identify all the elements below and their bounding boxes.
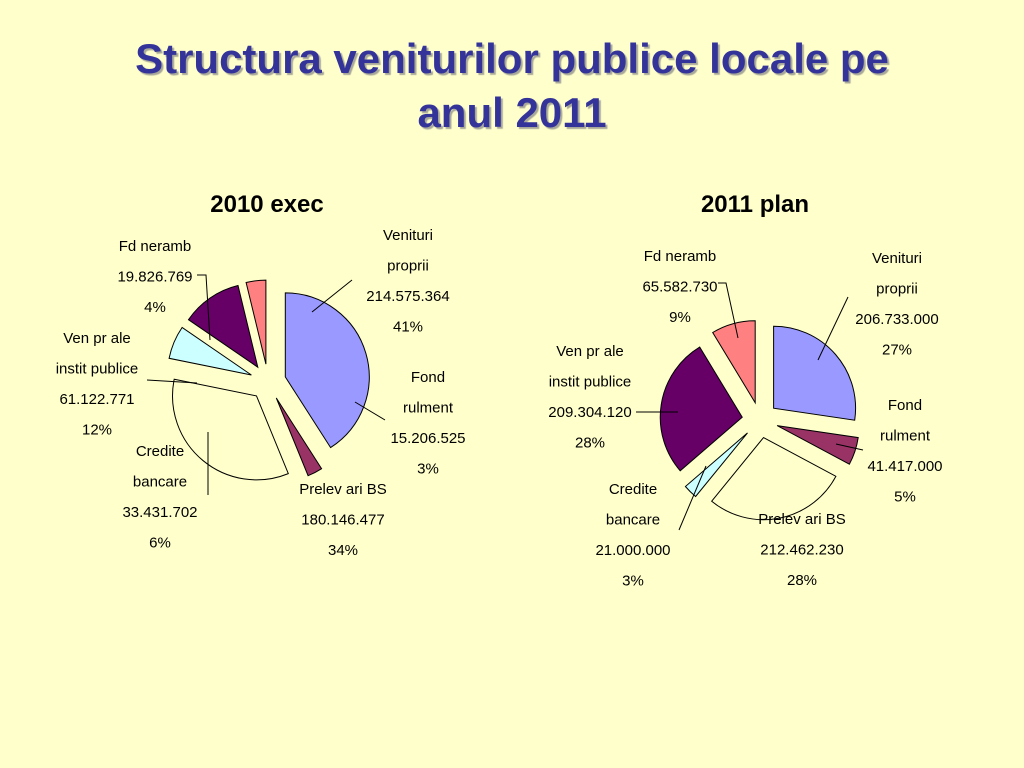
pie-slice-credite-bancare [684,432,748,498]
data-label-fd-neramb: Fd neramb 65.582.730 9% [642,248,717,326]
pie-slice-credite-bancare [168,326,252,376]
pie-slice-prelevari-bs [710,436,837,521]
data-label-fd-neramb: Fd neramb 19.826.769 4% [117,238,192,316]
chart-title: 2010 exec [210,191,323,218]
slide-title-line-1: Structura veniturilor publice locale pe [135,35,889,82]
leader-line-fd-neramb [718,282,739,339]
data-label-credite-bancare: Credite bancare 33.431.702 6% [122,443,197,552]
data-label-venituri-proprii: Venituri proprii 214.575.364 41% [366,227,449,336]
pie-slice-ven-pr-ale-instit-publice [659,346,743,472]
pie-chart-2010-exec: 2010 exec Venituri proprii 214.575.364 41% Fo… [56,191,466,559]
data-label-ven-pr-ale-instit-publice: Ven pr ale instit publice 209.304.120 28% [548,343,631,452]
pie-slice-fond-rulment [776,425,859,465]
pie-slice-venituri-proprii [284,292,370,449]
pie-slice-fond-rulment [275,397,323,477]
data-label-venituri-proprii: Venituri proprii 206.733.000 27% [855,250,938,359]
slide-title-line-2: anul 2011 [417,89,607,136]
chart-title: 2011 plan [701,191,809,218]
data-label-fond-rulment: Fond rulment 41.417.000 5% [867,397,942,506]
leader-line-venituri-proprii [817,296,849,361]
leader-line-fd-neramb [197,274,211,341]
data-label-prelevari-bs: Prelev ari BS 180.146.477 34% [299,481,387,559]
leader-line-fond-rulment [354,401,386,421]
data-label-fond-rulment: Fond rulment 15.206.525 3% [390,369,465,478]
slide-title: Structura veniturilor publice locale pe … [0,32,1024,140]
pie-slice-ven-pr-ale-instit-publice [187,284,259,369]
leader-line-credite-bancare [678,465,707,531]
leader-line-ven-pr-ale-instit-publice [146,379,198,384]
pie-chart-2011-plan: 2011 plan Venituri proprii 206.733.000 27% Fo… [548,191,942,590]
pie-slice-fd-neramb [245,279,267,365]
data-label-credite-bancare: Credite bancare 21.000.000 3% [595,481,670,590]
pie-slice-venituri-proprii [773,325,857,421]
pie-slice-fd-neramb [712,320,756,405]
leader-line-fond-rulment [835,443,864,451]
pie-slice-prelevari-bs [172,378,289,481]
data-label-prelevari-bs: Prelev ari BS 212.462.230 28% [758,511,846,589]
data-label-ven-pr-ale-instit-publice: Ven pr ale instit publice 61.122.771 12% [56,330,139,439]
leader-line-venituri-proprii [311,279,353,313]
